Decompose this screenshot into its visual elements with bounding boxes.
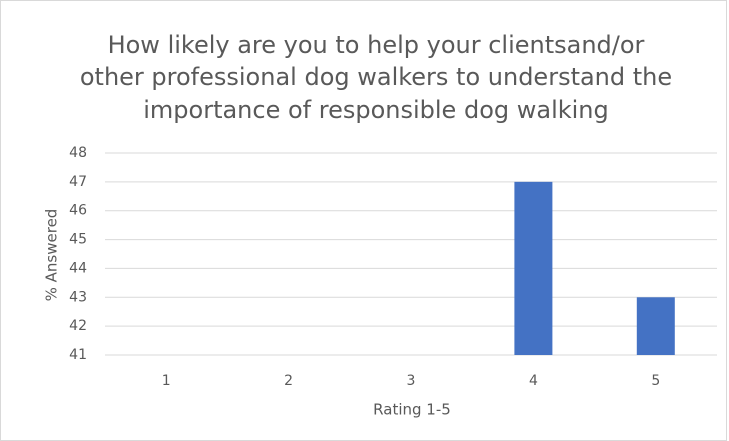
x-tick-label: 2	[284, 373, 293, 389]
bar	[514, 181, 553, 355]
bar	[636, 297, 675, 355]
y-tick-label: 42	[69, 318, 87, 334]
x-tick-label: 1	[162, 373, 171, 389]
y-tick-label: 48	[69, 145, 87, 161]
y-tick-label: 41	[69, 347, 87, 363]
x-axis-label: Rating 1-5	[373, 401, 451, 419]
x-tick-label: 5	[651, 373, 660, 389]
y-tick-label: 43	[69, 289, 87, 305]
y-axis-label: % Answered	[43, 209, 61, 302]
chart-title: importance of responsible dog walking	[143, 96, 609, 124]
chart-title: other professional dog walkers to unders…	[80, 63, 672, 91]
y-tick-label: 47	[69, 174, 87, 190]
x-tick-label: 3	[407, 373, 416, 389]
x-tick-label: 4	[529, 373, 538, 389]
chart-title: How likely are you to help your clientsa…	[108, 31, 645, 59]
y-tick-label: 44	[69, 260, 87, 276]
y-tick-label: 45	[69, 232, 87, 248]
y-tick-label: 46	[69, 203, 87, 219]
